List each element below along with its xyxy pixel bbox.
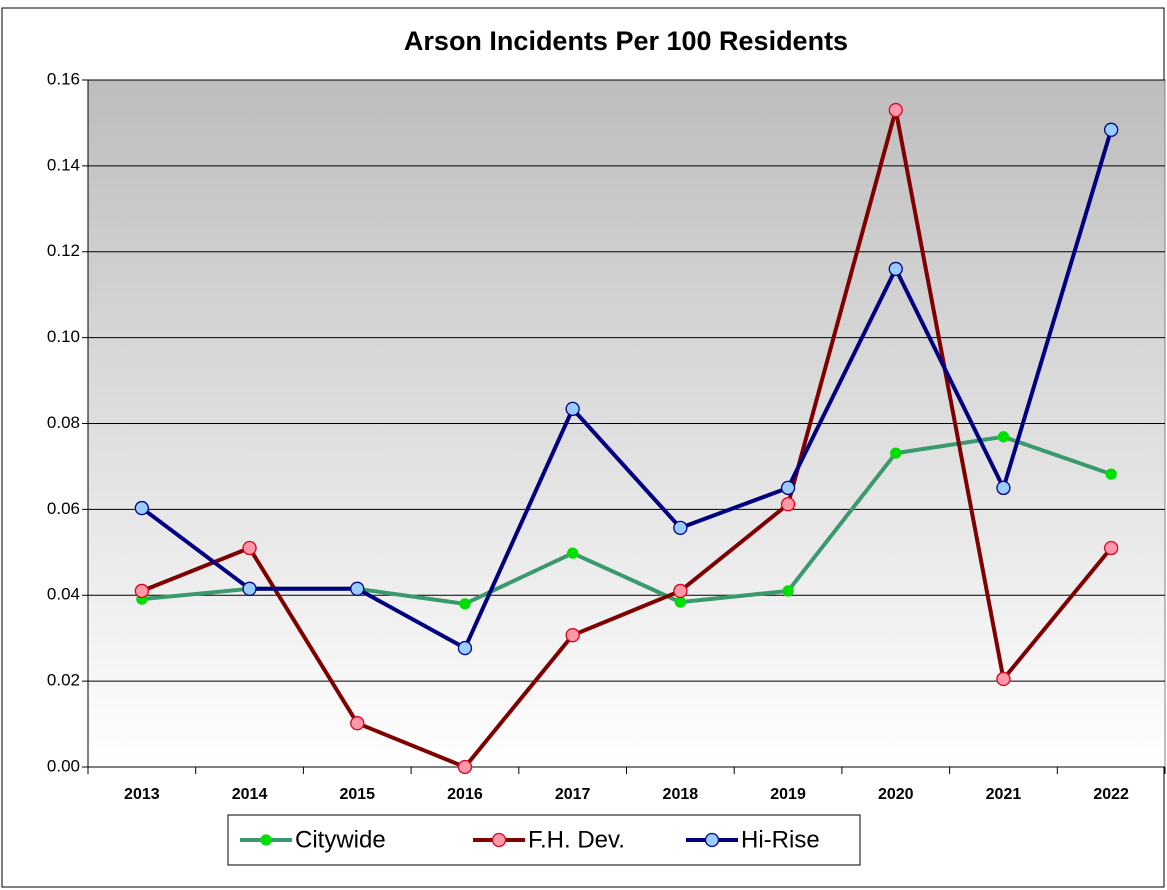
y-tick-label: 0.04 — [47, 585, 80, 604]
legend-label: Citywide — [295, 826, 386, 853]
data-point — [134, 500, 150, 516]
y-tick-label: 0.10 — [47, 327, 80, 346]
data-point — [457, 759, 473, 775]
data-point — [996, 480, 1011, 496]
x-tick-label: 2020 — [878, 786, 914, 803]
data-point — [134, 583, 150, 599]
data-point — [673, 520, 688, 535]
legend-label: Hi-Rise — [741, 826, 820, 853]
data-point — [350, 716, 365, 731]
y-tick-label: 0.16 — [47, 69, 80, 88]
data-point — [780, 497, 796, 512]
data-point — [242, 581, 257, 596]
x-tick-label: 2013 — [124, 786, 160, 803]
data-point — [242, 540, 257, 556]
data-point — [1104, 122, 1119, 137]
data-point — [350, 581, 365, 596]
legend-marker — [704, 832, 720, 848]
data-point — [1104, 540, 1119, 556]
data-point — [567, 547, 579, 559]
series-line — [140, 129, 1114, 651]
legend-box — [227, 814, 861, 866]
x-tick-label: 2018 — [663, 786, 699, 803]
data-point — [997, 431, 1010, 443]
data-point — [780, 480, 796, 496]
data-point — [890, 447, 902, 459]
legend-marker — [260, 834, 272, 846]
x-tick-label: 2017 — [555, 786, 591, 803]
data-point — [888, 102, 903, 118]
data-point — [565, 628, 580, 643]
data-point — [996, 671, 1011, 687]
x-tick-label: 2014 — [232, 786, 268, 803]
chart-title: Arson Incidents Per 100 Residents — [404, 26, 848, 56]
y-tick-label: 0.14 — [47, 155, 80, 174]
data-point — [673, 583, 688, 599]
y-tick-label: 0.06 — [47, 499, 80, 518]
x-tick-label: 2022 — [1093, 786, 1129, 803]
x-tick-label: 2015 — [339, 786, 375, 803]
series-line — [141, 108, 1113, 769]
y-tick-label: 0.02 — [47, 671, 80, 690]
data-point — [1105, 468, 1117, 480]
x-tick-label: 2019 — [770, 786, 806, 803]
legend-label: F.H. Dev. — [528, 826, 625, 853]
y-tick-label: 0.00 — [47, 756, 80, 775]
y-tick-label: 0.08 — [47, 413, 80, 432]
data-point — [782, 585, 794, 597]
data-point — [457, 640, 473, 656]
y-tick-label: 0.12 — [47, 241, 80, 260]
data-point — [565, 401, 580, 417]
data-point — [674, 596, 686, 608]
data-point — [888, 261, 903, 277]
x-tick-label: 2021 — [986, 786, 1022, 803]
data-point — [459, 598, 471, 610]
x-tick-label: 2016 — [447, 786, 483, 803]
legend-marker — [491, 832, 507, 848]
